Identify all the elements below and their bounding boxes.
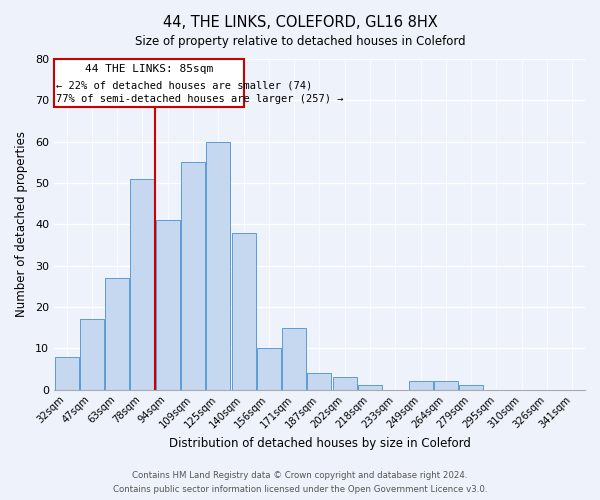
Bar [80,320,104,390]
Bar [257,348,281,390]
Bar [206,142,230,390]
Bar [156,220,180,390]
X-axis label: Distribution of detached houses by size in Coleford: Distribution of detached houses by size … [169,437,470,450]
Bar [307,373,331,390]
Bar [232,232,256,390]
Text: 77% of semi-detached houses are larger (257) →: 77% of semi-detached houses are larger (… [56,94,344,104]
Bar [358,386,382,390]
Bar [55,356,79,390]
Bar [130,179,154,390]
Text: Contains HM Land Registry data © Crown copyright and database right 2024.
Contai: Contains HM Land Registry data © Crown c… [113,472,487,494]
Bar [333,377,357,390]
Bar [409,382,433,390]
Text: 44, THE LINKS, COLEFORD, GL16 8HX: 44, THE LINKS, COLEFORD, GL16 8HX [163,15,437,30]
Bar [434,382,458,390]
FancyBboxPatch shape [54,59,244,106]
Y-axis label: Number of detached properties: Number of detached properties [15,132,28,318]
Bar [459,386,483,390]
Text: Size of property relative to detached houses in Coleford: Size of property relative to detached ho… [134,35,466,48]
Bar [181,162,205,390]
Text: ← 22% of detached houses are smaller (74): ← 22% of detached houses are smaller (74… [56,80,313,90]
Bar [105,278,129,390]
Text: 44 THE LINKS: 85sqm: 44 THE LINKS: 85sqm [85,64,213,74]
Bar [282,328,306,390]
